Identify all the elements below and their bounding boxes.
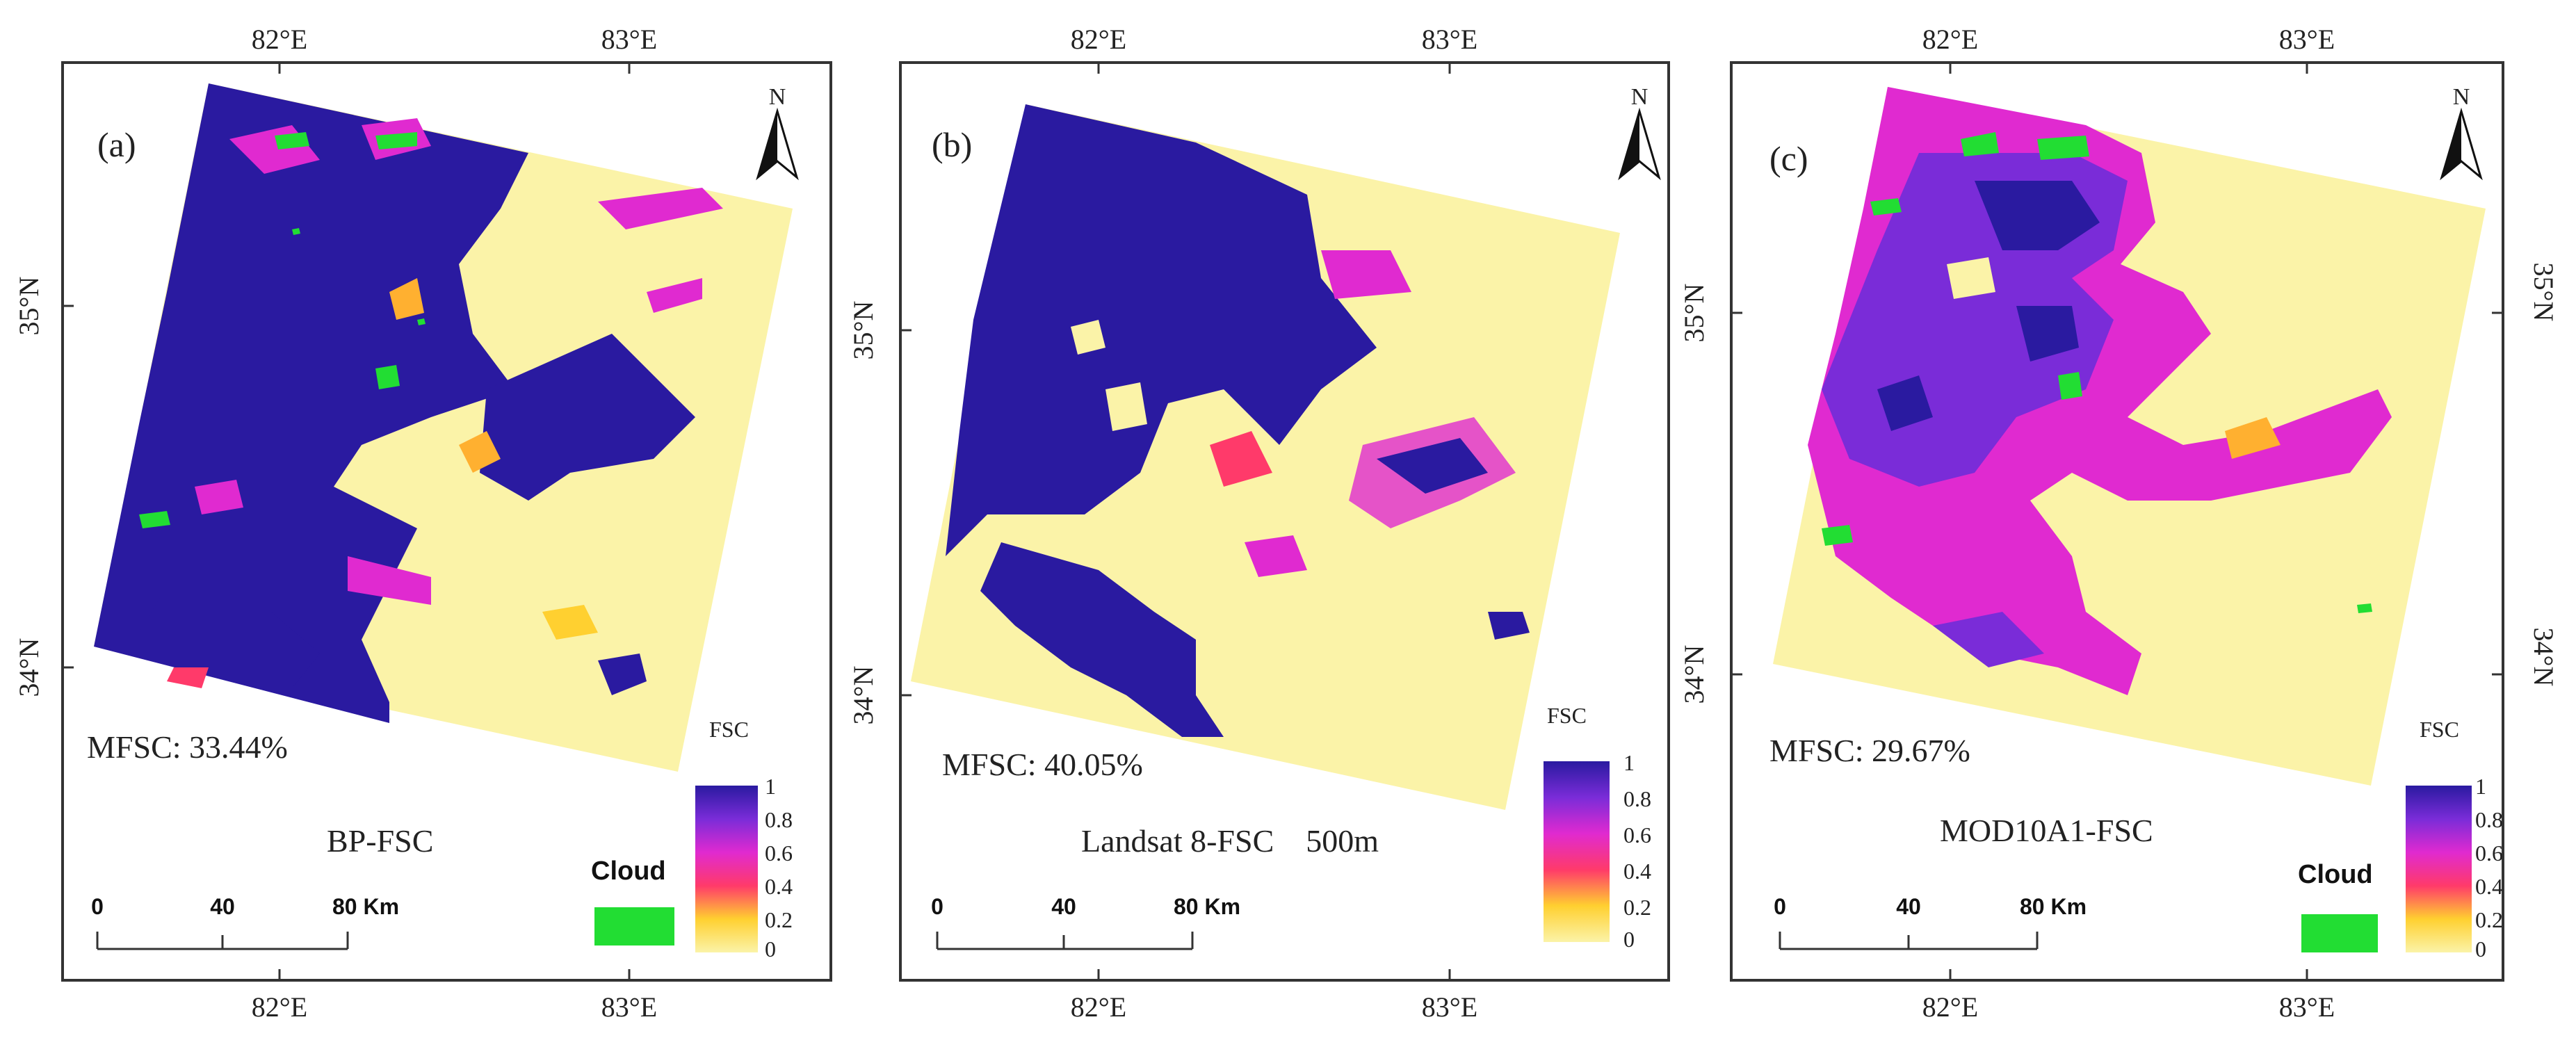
panel-a-label: (a)	[97, 125, 136, 164]
panel-c-label: (c)	[1769, 139, 1808, 178]
panel-c-bottom-lon-2: 83°E	[2279, 991, 2335, 1023]
panel-b-legend-tick-1: 1	[1623, 750, 1635, 775]
panel-c-legend-tick-0: 0	[2475, 936, 2486, 961]
panel-c-legend-tick-02: 0.2	[2475, 907, 2503, 932]
panel-c-title: MOD10A1-FSC	[1940, 813, 2153, 848]
panel-a-cloud-swatch	[594, 907, 674, 945]
panel-a-scale-80: 80 Km	[332, 894, 399, 919]
panel-b: 82°E 83°E 82°E 83°E 35°N 34°N N (b) MFSC…	[848, 24, 1670, 1023]
panel-b-north-arrow: N	[1618, 84, 1661, 181]
panel-b-top-lon-1: 82°E	[1071, 24, 1126, 55]
panel-b-left-lat-2: 34°N	[848, 666, 879, 725]
panel-b-title: Landsat 8-FSC 500m	[1081, 823, 1379, 859]
panel-c-north-label: N	[2453, 84, 2470, 110]
panel-a-scale-bar: 0 40 80 Km	[91, 894, 399, 950]
panel-a-title: BP-FSC	[327, 823, 433, 859]
panel-a-north-arrow: N	[756, 84, 799, 181]
panel-c-legend-tick-1: 1	[2475, 774, 2486, 799]
panel-b-legend-tick-08: 0.8	[1623, 786, 1651, 811]
panel-a-legend-title: FSC	[709, 717, 749, 742]
panel-a-bottom-lon-2: 83°E	[601, 991, 657, 1023]
panel-c-right-lat-2: 34°N	[2528, 628, 2559, 687]
panel-c-cloud-legend: Cloud	[2298, 860, 2378, 952]
panel-a-fsc-legend: FSC 1 0.8 0.6 0.4 0.2 0	[695, 717, 793, 961]
panel-b-fsc-legend: FSC 1 0.8 0.6 0.4 0.2 0	[1544, 703, 1651, 952]
panel-c-scale-0: 0	[1774, 894, 1786, 919]
panel-b-scale-80: 80 Km	[1174, 894, 1240, 919]
panel-c-right-lat-1: 35°N	[2528, 263, 2559, 322]
panel-c-scale-40: 40	[1896, 894, 1921, 919]
panel-b-top-lon-2: 83°E	[1422, 24, 1477, 55]
panel-a-cloud-legend: Cloud	[591, 857, 674, 945]
panel-a-mfsc: MFSC: 33.44%	[87, 729, 288, 765]
panel-b-label: (b)	[932, 125, 972, 164]
panel-c-top-lon-2: 83°E	[2279, 24, 2335, 55]
panel-a-left-lat-2: 34°N	[13, 638, 44, 697]
panel-a-scale-0: 0	[91, 894, 104, 919]
panel-c-cloud-swatch	[2301, 914, 2378, 952]
panel-c-scale-bar: 0 40 80 Km	[1774, 894, 2087, 950]
panel-c-mfsc: MFSC: 29.67%	[1769, 733, 1970, 768]
panel-b-legend-tick-0: 0	[1623, 927, 1635, 952]
panel-a-bottom-lon-1: 82°E	[252, 991, 307, 1023]
panel-b-map	[911, 104, 1620, 810]
panel-a: 82°E 83°E 82°E 83°E 35°N 34°N	[13, 24, 832, 1023]
panel-c-left-lat-2: 34°N	[1678, 645, 1710, 704]
panel-c-legend-tick-06: 0.6	[2475, 841, 2503, 866]
panel-b-scale-40: 40	[1051, 894, 1076, 919]
panel-a-scale-40: 40	[210, 894, 235, 919]
panel-b-bottom-lon-2: 83°E	[1422, 991, 1477, 1023]
panel-a-top-lon-2: 83°E	[601, 24, 657, 55]
panel-c-scale-80: 80 Km	[2020, 894, 2087, 919]
panel-a-legend-tick-04: 0.4	[765, 874, 793, 899]
panel-a-map	[94, 83, 793, 772]
panel-b-left-lat-1: 35°N	[848, 301, 879, 360]
panel-b-legend-title: FSC	[1547, 703, 1587, 728]
panel-a-top-lon-1: 82°E	[252, 24, 307, 55]
panel-b-legend-tick-02: 0.2	[1623, 895, 1651, 920]
panel-b-scale-bar: 0 40 80 Km	[931, 894, 1240, 950]
panel-c-cloud-label: Cloud	[2298, 860, 2373, 889]
panel-c-fsc-legend: FSC 1 0.8 0.6 0.4 0.2 0	[2406, 717, 2503, 961]
panel-c-bottom-lon-1: 82°E	[1922, 991, 1978, 1023]
panel-a-legend-tick-02: 0.2	[765, 907, 793, 932]
panel-b-bottom-lon-1: 82°E	[1071, 991, 1126, 1023]
panel-a-legend-tick-08: 0.8	[765, 807, 793, 832]
panel-c-map	[1773, 87, 2486, 786]
panel-b-legend-tick-06: 0.6	[1623, 822, 1651, 847]
panel-c-legend-title: FSC	[2420, 717, 2459, 742]
panel-a-legend-tick-1: 1	[765, 774, 776, 799]
panel-b-mfsc: MFSC: 40.05%	[942, 747, 1143, 782]
panel-c-legend-tick-08: 0.8	[2475, 807, 2503, 832]
panel-b-north-label: N	[1631, 84, 1649, 110]
panel-c-top-lon-1: 82°E	[1922, 24, 1978, 55]
panel-b-legend-tick-04: 0.4	[1623, 859, 1651, 884]
panel-c-left-lat-1: 35°N	[1678, 284, 1710, 343]
panel-c-north-arrow: N	[2440, 84, 2483, 181]
panel-c-legend-tick-04: 0.4	[2475, 874, 2503, 899]
panel-a-left-lat-1: 35°N	[13, 277, 44, 336]
panel-a-cloud-label: Cloud	[591, 857, 666, 886]
panel-b-scale-0: 0	[931, 894, 943, 919]
panel-a-legend-tick-06: 0.6	[765, 841, 793, 866]
panel-a-legend-tick-0: 0	[765, 936, 776, 961]
panel-c: 82°E 83°E 82°E 83°E 35°N 34°N 35°N 34°N …	[1678, 24, 2559, 1023]
panel-a-north-label: N	[769, 84, 786, 110]
